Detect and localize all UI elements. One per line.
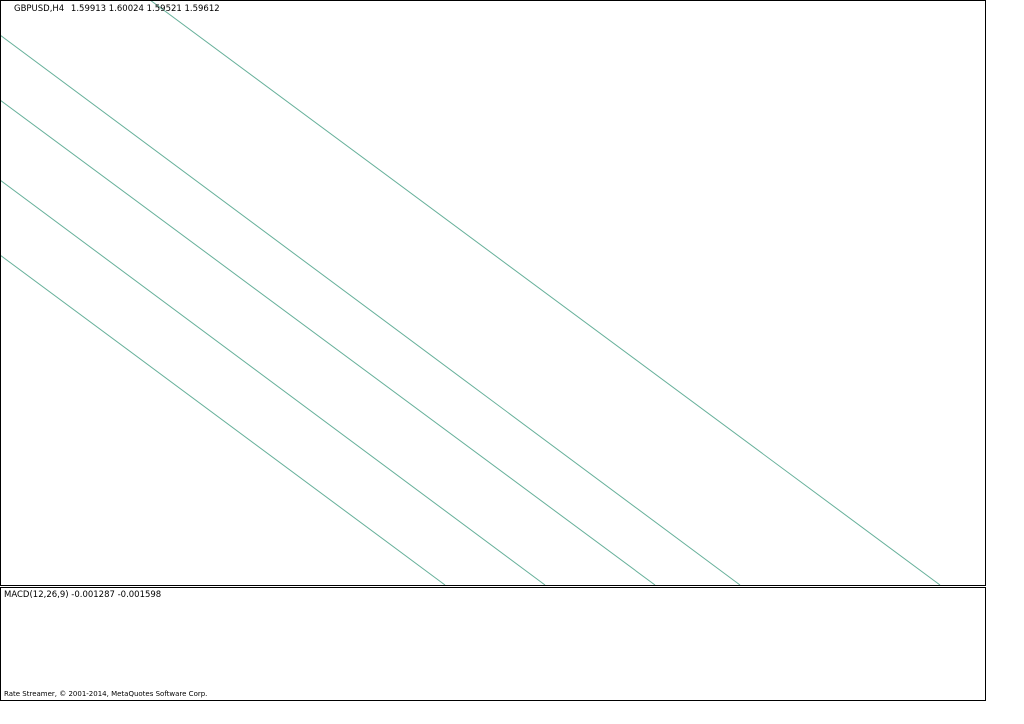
macd-name: MACD(12,26,9) bbox=[4, 590, 69, 600]
channel-line bbox=[0, 254, 446, 586]
symbol: GBPUSD,H4 bbox=[14, 4, 64, 14]
macd-title: MACD(12,26,9) -0.001287 -0.001598 bbox=[4, 590, 161, 600]
open: 1.59913 bbox=[71, 4, 106, 14]
close: 1.59612 bbox=[185, 4, 220, 14]
macd-main: -0.001287 bbox=[71, 590, 115, 600]
high: 1.60024 bbox=[109, 4, 144, 14]
footer: Rate Streamer, © 2001-2014, MetaQuotes S… bbox=[4, 690, 207, 698]
macd-pane-border bbox=[0, 587, 986, 701]
channel-lines bbox=[0, 0, 941, 586]
channel-line bbox=[0, 99, 656, 586]
low: 1.59521 bbox=[147, 4, 182, 14]
chart-title: GBPUSD,H4 1.59913 1.60024 1.59521 1.5961… bbox=[14, 4, 220, 14]
channel-line bbox=[0, 179, 546, 586]
main-pane-border bbox=[0, 0, 986, 586]
channel-line bbox=[149, 0, 941, 586]
macd-signal: -0.001598 bbox=[118, 590, 162, 600]
axis-background bbox=[986, 0, 1024, 724]
channel-line bbox=[0, 34, 741, 586]
